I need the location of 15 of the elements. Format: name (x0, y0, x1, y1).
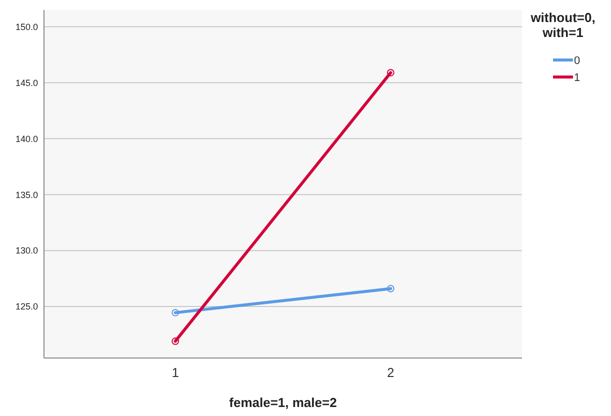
y-tick-label: 140.0 (15, 134, 38, 144)
y-tick-label: 135.0 (15, 190, 38, 200)
y-tick-label: 145.0 (15, 78, 38, 88)
y-tick-label: 150.0 (15, 22, 38, 32)
point (386, 284, 394, 292)
point (386, 68, 394, 76)
point (172, 338, 180, 345)
x-tick-label: 2 (387, 365, 394, 380)
legend-title: without=0, with=1 (530, 10, 596, 40)
x-axis-title: female=1, male=2 (229, 395, 337, 410)
y-tick-label: 130.0 (15, 246, 38, 256)
y-tick-label: 125.0 (15, 302, 38, 312)
legend-label: 0 (574, 54, 580, 67)
legend-label: 1 (574, 72, 580, 84)
point (172, 308, 180, 316)
